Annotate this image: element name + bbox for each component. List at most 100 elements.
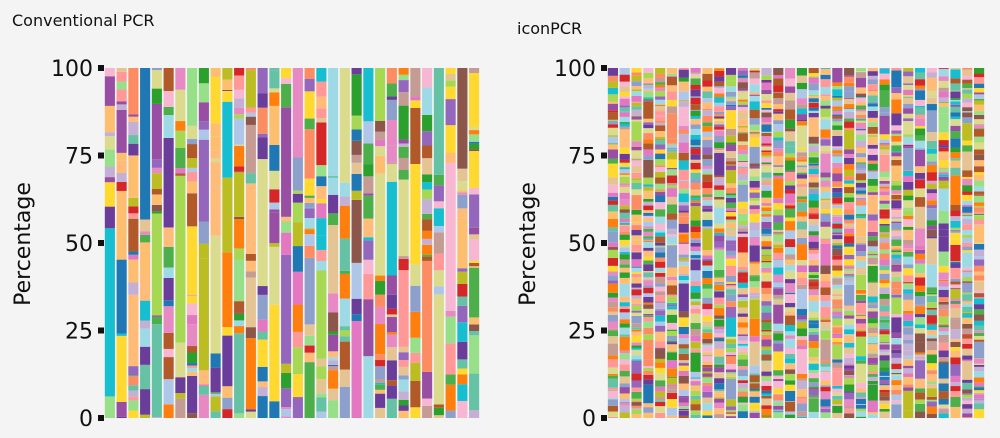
bar-segment bbox=[269, 202, 280, 210]
bar-segment bbox=[666, 234, 678, 237]
bar-segment bbox=[926, 183, 937, 189]
bar-segment bbox=[785, 279, 796, 284]
bar-segment bbox=[844, 318, 855, 325]
bar-segment bbox=[785, 247, 796, 255]
bar-segment bbox=[433, 174, 444, 186]
bar-segment bbox=[702, 228, 713, 250]
bar-segment bbox=[773, 343, 784, 352]
bar-segment bbox=[116, 81, 127, 90]
bar-segment bbox=[643, 228, 654, 232]
bar-segment bbox=[785, 189, 796, 194]
sample-bar bbox=[269, 68, 280, 418]
bar-segment bbox=[903, 226, 914, 230]
sample-bar bbox=[903, 68, 914, 418]
bar-segment bbox=[316, 235, 327, 250]
bar-segment bbox=[785, 92, 796, 101]
bar-segment bbox=[257, 68, 268, 94]
bar-segment bbox=[903, 215, 914, 220]
bar-segment bbox=[433, 225, 444, 233]
bar-segment bbox=[785, 401, 796, 402]
bar-segment bbox=[950, 289, 961, 299]
bar-segment bbox=[690, 378, 701, 382]
bar-segment bbox=[962, 224, 973, 230]
bar-segment bbox=[643, 240, 654, 242]
bar-segment bbox=[903, 71, 914, 77]
bar-segment bbox=[855, 118, 867, 121]
bar-segment bbox=[269, 92, 280, 106]
bar-segment bbox=[304, 229, 315, 235]
bar-segment bbox=[820, 318, 831, 321]
bar-segment bbox=[151, 167, 162, 174]
bar-segment bbox=[304, 257, 315, 325]
bar-segment bbox=[619, 350, 630, 354]
bar-segment bbox=[938, 70, 949, 77]
bar-segment bbox=[844, 108, 855, 112]
bar-segment bbox=[844, 246, 855, 249]
bar-segment bbox=[725, 193, 737, 196]
bar-segment bbox=[643, 125, 654, 129]
bar-segment bbox=[678, 408, 689, 411]
bar-segment bbox=[749, 187, 760, 190]
bar-segment bbox=[974, 114, 985, 120]
bar-segment bbox=[749, 402, 760, 412]
bar-segment bbox=[903, 305, 914, 311]
bar-segment bbox=[643, 250, 654, 257]
bar-segment bbox=[245, 327, 256, 339]
bar-segment bbox=[304, 197, 315, 203]
sample-bar bbox=[245, 68, 256, 418]
bar-segment bbox=[737, 132, 748, 134]
bar-segment bbox=[914, 296, 926, 305]
bar-segment bbox=[643, 82, 654, 84]
bar-segment bbox=[386, 380, 397, 386]
bar-segment bbox=[962, 69, 973, 76]
bar-segment bbox=[316, 96, 327, 109]
bar-segment bbox=[678, 152, 689, 161]
bar-segment bbox=[903, 143, 914, 145]
bar-segment bbox=[950, 147, 961, 153]
bar-segment bbox=[926, 295, 937, 303]
bar-segment bbox=[104, 149, 115, 167]
bar-segment bbox=[281, 216, 292, 222]
bar-segment bbox=[607, 227, 618, 232]
bar-segment bbox=[855, 213, 867, 217]
bar-segment bbox=[832, 150, 843, 154]
bar-segment bbox=[962, 242, 973, 247]
bar-segment bbox=[950, 262, 961, 264]
bar-segment bbox=[140, 231, 151, 235]
bar-segment bbox=[832, 156, 843, 163]
bar-segment bbox=[855, 397, 867, 399]
bar-segment bbox=[749, 168, 760, 177]
bar-segment bbox=[914, 360, 926, 379]
sample-bar bbox=[433, 68, 444, 418]
bar-segment bbox=[725, 235, 737, 241]
bar-segment bbox=[702, 159, 713, 166]
bar-segment bbox=[808, 136, 819, 144]
bar-segment bbox=[631, 209, 642, 215]
sample-bar bbox=[808, 68, 819, 418]
bar-segment bbox=[690, 292, 701, 299]
bar-segment bbox=[714, 315, 725, 319]
bar-segment bbox=[257, 331, 268, 340]
bar-segment bbox=[643, 122, 654, 125]
bar-segment bbox=[163, 379, 174, 405]
bar-segment bbox=[974, 403, 985, 410]
bar-segment bbox=[619, 259, 630, 265]
bar-segment bbox=[832, 208, 843, 215]
bar-segment bbox=[844, 82, 855, 87]
bar-segment bbox=[808, 387, 819, 389]
bar-segment bbox=[386, 120, 397, 146]
bar-segment bbox=[867, 296, 878, 303]
bar-segment bbox=[773, 241, 784, 245]
bar-segment bbox=[655, 195, 666, 203]
bar-segment bbox=[926, 236, 937, 239]
bar-segment bbox=[974, 154, 985, 161]
bar-segment bbox=[678, 395, 689, 398]
bar-segment bbox=[891, 380, 902, 386]
bar-segment bbox=[619, 174, 630, 177]
bar-segment bbox=[690, 251, 701, 256]
bar-segment bbox=[879, 265, 890, 271]
bar-segment bbox=[867, 256, 878, 258]
bar-segment bbox=[938, 316, 949, 324]
bar-segment bbox=[631, 355, 642, 360]
bar-segment bbox=[879, 200, 890, 204]
